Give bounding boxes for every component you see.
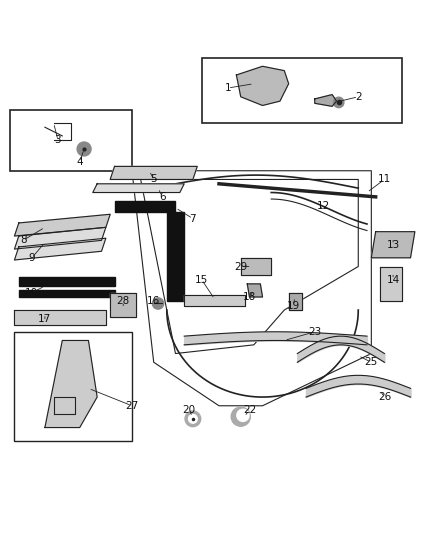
Bar (201, 58, 402, 123)
Circle shape (185, 411, 201, 426)
Text: 11: 11 (378, 174, 391, 184)
Text: 5: 5 (150, 174, 157, 184)
Polygon shape (241, 258, 271, 275)
Text: 9: 9 (28, 253, 35, 263)
Polygon shape (110, 166, 197, 180)
Text: 8: 8 (20, 236, 26, 245)
Text: 1: 1 (224, 83, 231, 93)
Text: 25: 25 (365, 357, 378, 367)
Text: 2: 2 (355, 92, 362, 102)
Text: 29: 29 (234, 262, 247, 271)
Text: 19: 19 (286, 301, 300, 311)
Text: 20: 20 (182, 405, 195, 415)
Text: 4: 4 (76, 157, 83, 167)
Polygon shape (237, 66, 289, 106)
Polygon shape (14, 214, 110, 236)
Text: 10: 10 (25, 288, 39, 297)
Polygon shape (115, 201, 176, 212)
Polygon shape (14, 310, 106, 325)
Polygon shape (380, 266, 402, 301)
Polygon shape (19, 290, 115, 297)
Bar (10, 110, 132, 171)
Text: 15: 15 (195, 274, 208, 285)
Circle shape (333, 97, 344, 108)
Polygon shape (19, 277, 115, 286)
Bar (14, 332, 132, 441)
Polygon shape (93, 184, 184, 192)
Polygon shape (14, 228, 106, 249)
Circle shape (237, 409, 249, 422)
Text: 18: 18 (243, 292, 256, 302)
Polygon shape (247, 284, 262, 297)
Text: 12: 12 (317, 200, 330, 211)
Text: 26: 26 (378, 392, 391, 402)
Text: 3: 3 (55, 135, 61, 146)
Text: 27: 27 (125, 401, 138, 411)
Polygon shape (289, 293, 302, 310)
Circle shape (152, 298, 164, 309)
Polygon shape (315, 94, 336, 107)
Polygon shape (45, 341, 97, 427)
Text: 28: 28 (117, 296, 130, 306)
Polygon shape (14, 238, 106, 260)
Text: 23: 23 (308, 327, 321, 337)
Text: 17: 17 (38, 314, 52, 324)
Polygon shape (371, 232, 415, 258)
Polygon shape (167, 212, 184, 301)
Circle shape (77, 142, 91, 156)
Text: 7: 7 (190, 214, 196, 224)
Text: 14: 14 (386, 274, 400, 285)
Polygon shape (184, 295, 245, 305)
Polygon shape (110, 293, 136, 317)
Circle shape (188, 415, 197, 423)
Text: 13: 13 (386, 240, 400, 250)
Text: 6: 6 (159, 192, 166, 202)
Text: 22: 22 (243, 405, 256, 415)
Text: 16: 16 (147, 296, 160, 306)
Circle shape (231, 407, 251, 426)
